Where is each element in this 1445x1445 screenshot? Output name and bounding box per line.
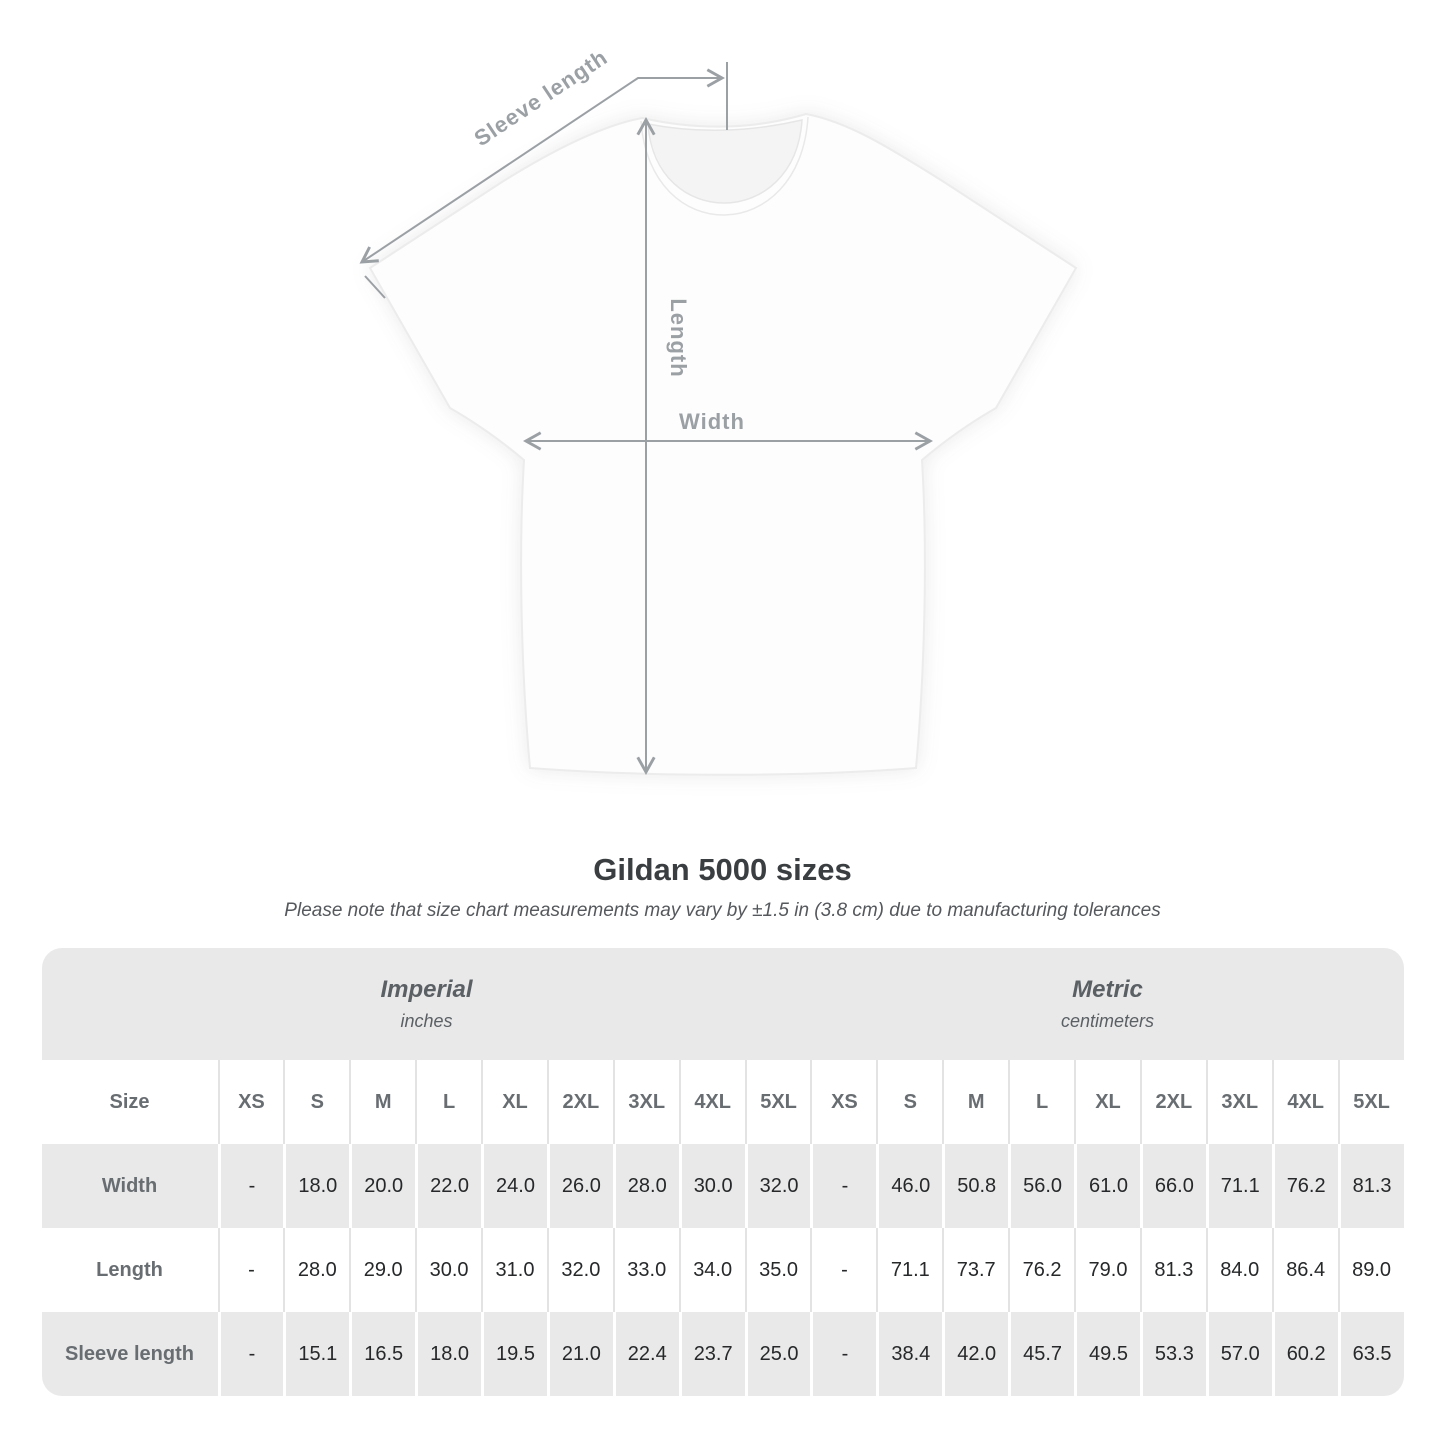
sleeve-imperial-3xl: 22.4 bbox=[612, 1312, 679, 1396]
imperial-header: Imperial inches bbox=[42, 948, 812, 1060]
size-col-metric-l: L bbox=[1008, 1060, 1074, 1144]
size-col-imperial-4xl: 4XL bbox=[678, 1060, 745, 1144]
size-col-imperial-3xl: 3XL bbox=[612, 1060, 679, 1144]
length-imperial-m: 29.0 bbox=[349, 1228, 415, 1312]
length-metric-s: 71.1 bbox=[876, 1228, 942, 1312]
length-imperial-3xl: 33.0 bbox=[612, 1228, 679, 1312]
length-metric-4xl: 86.4 bbox=[1271, 1228, 1338, 1312]
sleeve-imperial-4xl: 23.7 bbox=[678, 1312, 745, 1396]
size-header-label: Size bbox=[109, 1090, 150, 1113]
width-imperial-4xl: 30.0 bbox=[678, 1144, 745, 1228]
size-table: Imperial inches Metric centimeters Size … bbox=[41, 948, 1404, 1396]
length-imperial-5xl: 35.0 bbox=[744, 1228, 811, 1312]
metric-unit: centimeters bbox=[1060, 1011, 1155, 1031]
width-metric-l: 56.0 bbox=[1008, 1144, 1074, 1228]
length-metric-l: 76.2 bbox=[1008, 1228, 1074, 1312]
size-col-imperial-2xl: 2XL bbox=[546, 1060, 613, 1144]
imperial-unit: inches bbox=[400, 1011, 453, 1031]
metric-name: Metric bbox=[1072, 976, 1143, 1003]
sleeve-imperial-m: 16.5 bbox=[349, 1312, 415, 1396]
imperial-name: Imperial bbox=[380, 976, 473, 1003]
sleeve-imperial-5xl: 25.0 bbox=[744, 1312, 811, 1396]
length-metric-m: 73.7 bbox=[942, 1228, 1008, 1312]
length-imperial-xl: 31.0 bbox=[481, 1228, 547, 1312]
sleeve-metric-2xl: 53.3 bbox=[1139, 1312, 1206, 1396]
sleeve-metric-3xl: 57.0 bbox=[1205, 1312, 1272, 1396]
width-metric-3xl: 71.1 bbox=[1205, 1144, 1272, 1228]
size-col-metric-m: M bbox=[942, 1060, 1008, 1144]
width-imperial-l: 22.0 bbox=[415, 1144, 481, 1228]
sleeve-cuff-tick bbox=[364, 275, 386, 299]
size-col-metric-s: S bbox=[876, 1060, 942, 1144]
length-imperial-xs: - bbox=[217, 1228, 284, 1312]
size-col-imperial-xl: XL bbox=[481, 1060, 547, 1144]
sleeve-imperial-xl: 19.5 bbox=[481, 1312, 547, 1396]
sleeve-length-arrow-line bbox=[359, 68, 725, 264]
length-imperial-2xl: 32.0 bbox=[546, 1228, 613, 1312]
size-col-metric-xl: XL bbox=[1074, 1060, 1140, 1144]
length-metric-5xl: 89.0 bbox=[1337, 1228, 1404, 1312]
row-label-width: Width bbox=[101, 1174, 158, 1197]
table-row-sleeve-length: Sleeve length - 15.1 16.5 18.0 19.5 21.0… bbox=[41, 1312, 1404, 1396]
width-metric-4xl: 76.2 bbox=[1271, 1144, 1338, 1228]
row-label-sleeve-length: Sleeve length bbox=[65, 1342, 194, 1365]
size-col-metric-2xl: 2XL bbox=[1139, 1060, 1206, 1144]
length-metric-xl: 79.0 bbox=[1074, 1228, 1140, 1312]
size-col-imperial-m: M bbox=[349, 1060, 415, 1144]
tshirt-diagram-svg: Sleeve length Length Width bbox=[359, 44, 1078, 776]
sleeve-metric-s: 38.4 bbox=[876, 1312, 942, 1396]
sleeve-metric-xl: 49.5 bbox=[1074, 1312, 1140, 1396]
length-metric-xs: - bbox=[810, 1228, 876, 1312]
size-header-row: Size XS S M L XL 2XL 3XL 4XL 5XL XS S M … bbox=[41, 1060, 1404, 1144]
sleeve-imperial-s: 15.1 bbox=[283, 1312, 349, 1396]
sleeve-imperial-xs: - bbox=[217, 1312, 284, 1396]
length-metric-2xl: 81.3 bbox=[1139, 1228, 1206, 1312]
size-col-metric-4xl: 4XL bbox=[1271, 1060, 1338, 1144]
length-imperial-l: 30.0 bbox=[415, 1228, 481, 1312]
sleeve-metric-xs: - bbox=[810, 1312, 876, 1396]
page-title: Gildan 5000 sizes bbox=[593, 852, 852, 887]
width-imperial-xs: - bbox=[217, 1144, 284, 1228]
sleeve-metric-m: 42.0 bbox=[942, 1312, 1008, 1396]
sleeve-metric-5xl: 63.5 bbox=[1337, 1312, 1404, 1396]
width-label: Width bbox=[679, 409, 745, 434]
size-col-metric-xs: XS bbox=[810, 1060, 876, 1144]
sleeve-metric-l: 45.7 bbox=[1008, 1312, 1074, 1396]
size-col-imperial-5xl: 5XL bbox=[744, 1060, 811, 1144]
sleeve-metric-4xl: 60.2 bbox=[1271, 1312, 1338, 1396]
width-metric-2xl: 66.0 bbox=[1139, 1144, 1206, 1228]
sleeve-imperial-2xl: 21.0 bbox=[546, 1312, 613, 1396]
size-col-metric-3xl: 3XL bbox=[1205, 1060, 1272, 1144]
width-imperial-3xl: 28.0 bbox=[612, 1144, 679, 1228]
length-label: Length bbox=[666, 298, 691, 377]
sleeve-length-dimension bbox=[359, 62, 728, 299]
width-metric-5xl: 81.3 bbox=[1337, 1144, 1404, 1228]
width-metric-xl: 61.0 bbox=[1074, 1144, 1140, 1228]
width-imperial-xl: 24.0 bbox=[481, 1144, 547, 1228]
width-metric-s: 46.0 bbox=[876, 1144, 942, 1228]
width-imperial-s: 18.0 bbox=[283, 1144, 349, 1228]
table-row-length: Length - 28.0 29.0 30.0 31.0 32.0 33.0 3… bbox=[41, 1228, 1404, 1312]
size-col-imperial-l: L bbox=[415, 1060, 481, 1144]
length-metric-3xl: 84.0 bbox=[1205, 1228, 1272, 1312]
sleeve-imperial-l: 18.0 bbox=[415, 1312, 481, 1396]
row-label-length: Length bbox=[96, 1258, 163, 1281]
tshirt-image bbox=[368, 112, 1078, 776]
size-col-metric-5xl: 5XL bbox=[1337, 1060, 1404, 1144]
size-col-imperial-s: S bbox=[283, 1060, 349, 1144]
width-metric-m: 50.8 bbox=[942, 1144, 1008, 1228]
width-imperial-2xl: 26.0 bbox=[546, 1144, 613, 1228]
width-imperial-m: 20.0 bbox=[349, 1144, 415, 1228]
width-metric-xs: - bbox=[810, 1144, 876, 1228]
unit-header-row: Imperial inches Metric centimeters bbox=[41, 948, 1404, 1060]
size-col-imperial-xs: XS bbox=[217, 1060, 284, 1144]
length-imperial-s: 28.0 bbox=[283, 1228, 349, 1312]
tshirt-measurement-diagram: Sleeve length Length Width bbox=[359, 44, 1078, 776]
table-row-width: Width - 18.0 20.0 22.0 24.0 26.0 28.0 30… bbox=[41, 1144, 1404, 1228]
width-imperial-5xl: 32.0 bbox=[744, 1144, 811, 1228]
length-imperial-4xl: 34.0 bbox=[678, 1228, 745, 1312]
tolerance-note: Please note that size chart measurements… bbox=[284, 900, 1161, 921]
metric-header: Metric centimeters bbox=[812, 948, 1404, 1060]
